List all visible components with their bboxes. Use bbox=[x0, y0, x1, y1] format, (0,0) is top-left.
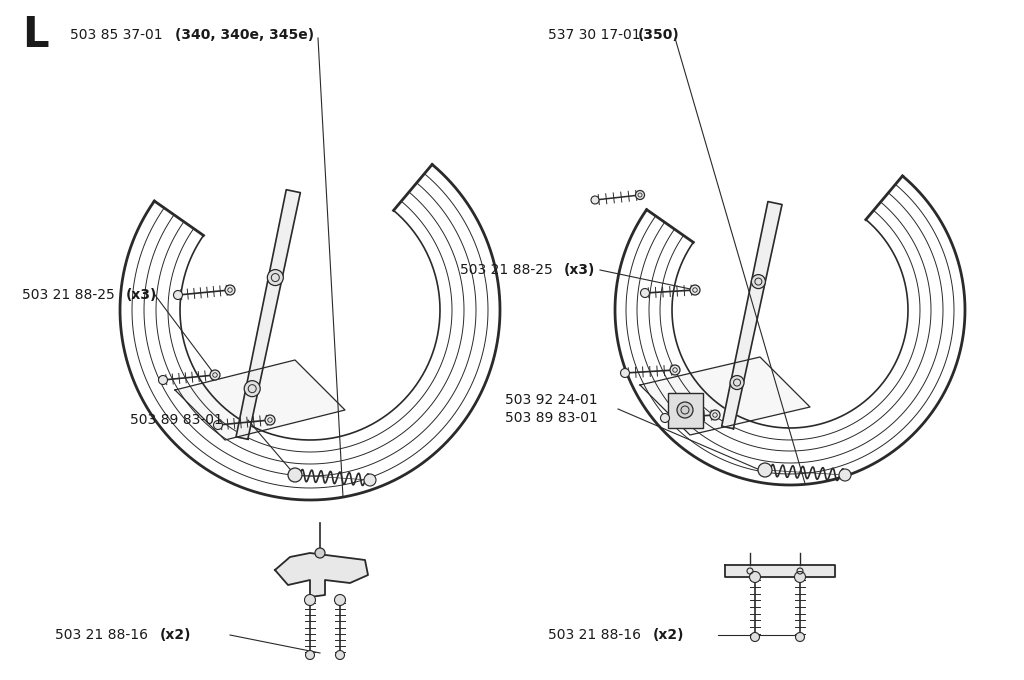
Circle shape bbox=[640, 288, 649, 298]
Text: 503 21 88-25: 503 21 88-25 bbox=[22, 288, 119, 302]
Circle shape bbox=[213, 420, 222, 430]
Circle shape bbox=[660, 413, 670, 422]
Circle shape bbox=[677, 402, 693, 418]
Polygon shape bbox=[722, 201, 782, 428]
Circle shape bbox=[730, 375, 744, 390]
Circle shape bbox=[304, 594, 315, 605]
Circle shape bbox=[265, 415, 275, 425]
Circle shape bbox=[336, 651, 344, 660]
Text: (350): (350) bbox=[638, 28, 680, 42]
Text: 537 30 17-01: 537 30 17-01 bbox=[548, 28, 645, 42]
Polygon shape bbox=[175, 360, 345, 440]
Circle shape bbox=[636, 190, 644, 199]
Text: 503 85 37-01: 503 85 37-01 bbox=[70, 28, 167, 42]
Text: 503 89 83-01: 503 89 83-01 bbox=[505, 411, 598, 425]
Circle shape bbox=[690, 285, 700, 295]
Circle shape bbox=[591, 196, 599, 204]
Circle shape bbox=[267, 269, 284, 286]
Text: (340, 340e, 345e): (340, 340e, 345e) bbox=[175, 28, 314, 42]
Text: 503 21 88-16: 503 21 88-16 bbox=[55, 628, 153, 642]
Circle shape bbox=[751, 632, 760, 641]
Bar bbox=[668, 392, 702, 428]
Circle shape bbox=[225, 285, 234, 295]
Polygon shape bbox=[640, 357, 810, 435]
Circle shape bbox=[210, 370, 220, 380]
Circle shape bbox=[315, 548, 325, 558]
Text: 503 92 24-01: 503 92 24-01 bbox=[505, 393, 598, 407]
Polygon shape bbox=[275, 553, 368, 597]
Text: 503 21 88-25: 503 21 88-25 bbox=[460, 263, 557, 277]
Circle shape bbox=[670, 365, 680, 375]
Polygon shape bbox=[725, 565, 835, 577]
Text: 503 21 88-16: 503 21 88-16 bbox=[548, 628, 645, 642]
Circle shape bbox=[752, 275, 765, 288]
Text: (x3): (x3) bbox=[564, 263, 595, 277]
Circle shape bbox=[621, 369, 630, 377]
Circle shape bbox=[758, 463, 772, 477]
Circle shape bbox=[839, 469, 851, 481]
Text: 503 89 83-01: 503 89 83-01 bbox=[130, 413, 223, 427]
Circle shape bbox=[173, 290, 182, 299]
Circle shape bbox=[335, 594, 345, 605]
Polygon shape bbox=[237, 190, 300, 439]
Circle shape bbox=[750, 571, 761, 583]
Text: (x2): (x2) bbox=[160, 628, 191, 642]
Circle shape bbox=[305, 651, 314, 660]
Circle shape bbox=[244, 381, 260, 396]
Circle shape bbox=[795, 571, 806, 583]
Circle shape bbox=[710, 410, 720, 420]
Circle shape bbox=[288, 468, 302, 482]
Text: (x2): (x2) bbox=[653, 628, 684, 642]
Circle shape bbox=[364, 474, 376, 486]
Circle shape bbox=[159, 375, 168, 384]
Text: (x3): (x3) bbox=[126, 288, 158, 302]
Text: L: L bbox=[22, 14, 48, 56]
Circle shape bbox=[796, 632, 805, 641]
